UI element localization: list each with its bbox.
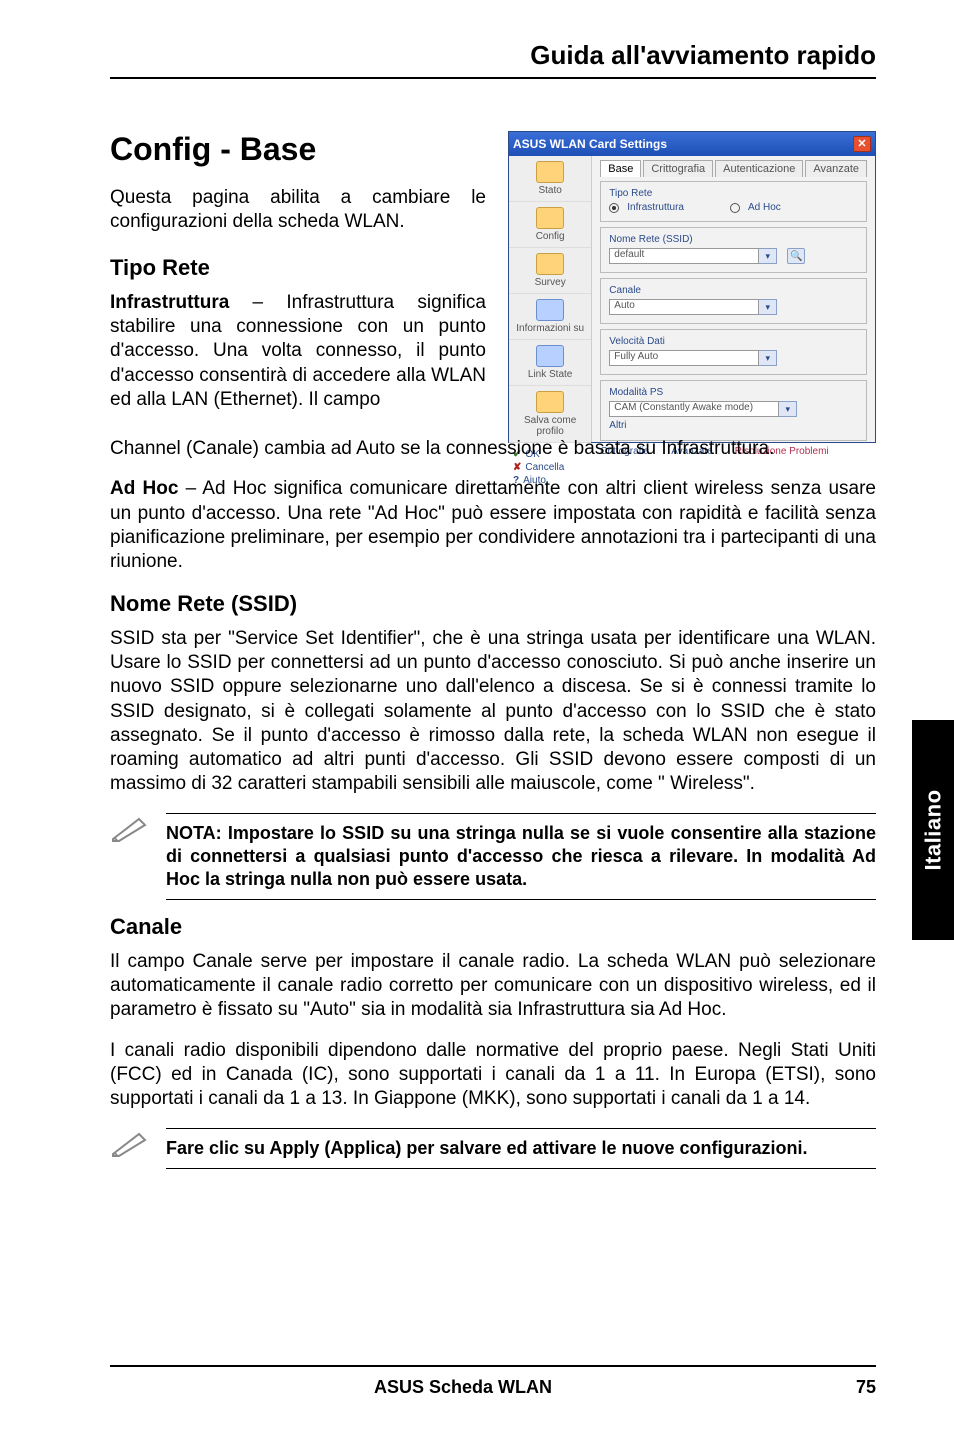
pencil-icon bbox=[110, 813, 152, 845]
note-apply: Fare clic su Apply (Applica) per salvare… bbox=[166, 1128, 876, 1169]
tab-crittografia[interactable]: Crittografia bbox=[643, 160, 713, 177]
footer-center: ASUS Scheda WLAN bbox=[374, 1377, 552, 1398]
pencil-icon bbox=[110, 1128, 152, 1160]
group-title: Modalità PS bbox=[609, 387, 858, 398]
close-icon[interactable]: ✕ bbox=[853, 136, 871, 152]
window-title: ASUS WLAN Card Settings bbox=[513, 137, 667, 151]
infrastruttura-cont: Channel (Canale) cambia ad Auto se la co… bbox=[110, 437, 876, 461]
adhoc-text: – Ad Hoc significa comunicare direttamen… bbox=[110, 478, 876, 572]
group-ps: Modalità PS CAM (Constantly Awake mode) … bbox=[600, 380, 867, 441]
window-mainpane: Base Crittografia Autenticazione Avanzat… bbox=[592, 156, 875, 442]
chevron-down-icon[interactable]: ▾ bbox=[759, 350, 777, 366]
tipo-rete-heading: Tipo Rete bbox=[110, 255, 486, 281]
ssid-input[interactable]: default bbox=[609, 248, 759, 264]
settings-window-screenshot: ASUS WLAN Card Settings ✕ Stato Config S… bbox=[508, 131, 876, 443]
group-velocita: Velocità Dati Fully Auto ▾ bbox=[600, 329, 867, 375]
group-title: Nome Rete (SSID) bbox=[609, 234, 858, 245]
canale-heading: Canale bbox=[110, 914, 876, 940]
language-tab: Italiano bbox=[912, 720, 954, 940]
language-label: Italiano bbox=[920, 789, 946, 870]
canale-select[interactable]: Auto bbox=[609, 299, 759, 315]
sidebar-item-label: Config bbox=[511, 231, 589, 242]
group-ssid: Nome Rete (SSID) default ▾ 🔍 bbox=[600, 227, 867, 273]
canale-p2: I canali radio disponibili dipendono dal… bbox=[110, 1039, 876, 1112]
velocita-select[interactable]: Fully Auto bbox=[609, 350, 759, 366]
radio-infrastruttura[interactable] bbox=[609, 203, 619, 213]
survey-button[interactable]: 🔍 bbox=[787, 248, 805, 264]
group-title: Canale bbox=[609, 285, 858, 296]
page-header: Guida all'avviamento rapido bbox=[110, 40, 876, 71]
infrastruttura-para-a: Infrastruttura – Infrastruttura signific… bbox=[110, 291, 486, 413]
sidebar-item-survey[interactable]: Survey bbox=[509, 248, 591, 294]
group-title: Velocità Dati bbox=[609, 336, 858, 347]
sidebar-item-label: Survey bbox=[511, 277, 589, 288]
chevron-down-icon[interactable]: ▾ bbox=[759, 248, 777, 264]
x-icon: ✘ bbox=[513, 462, 521, 473]
group-title: Tipo Rete bbox=[609, 188, 858, 199]
sidebar-item-config[interactable]: Config bbox=[509, 202, 591, 248]
tab-avanzate[interactable]: Avanzate bbox=[805, 160, 867, 177]
ps-select[interactable]: CAM (Constantly Awake mode) bbox=[609, 401, 779, 417]
chevron-down-icon[interactable]: ▾ bbox=[779, 401, 797, 417]
sidebar-item-label: Link State bbox=[511, 369, 589, 380]
note-ssid: NOTA: Impostare lo SSID su una stringa n… bbox=[166, 813, 876, 900]
group-canale: Canale Auto ▾ bbox=[600, 278, 867, 324]
chevron-down-icon[interactable]: ▾ bbox=[759, 299, 777, 315]
window-sidebar: Stato Config Survey Informazioni su Link… bbox=[509, 156, 592, 442]
group-title: Altri bbox=[609, 420, 858, 431]
page-title: Config - Base bbox=[110, 131, 486, 168]
intro-text: Questa pagina abilita a cambiare le conf… bbox=[110, 186, 486, 235]
page-number: 75 bbox=[816, 1377, 876, 1398]
radio-label: Infrastruttura bbox=[627, 202, 684, 213]
sidebar-item-linkstate[interactable]: Link State bbox=[509, 340, 591, 386]
cancel-button[interactable]: ✘Cancella bbox=[513, 462, 587, 473]
window-titlebar: ASUS WLAN Card Settings ✕ bbox=[509, 132, 875, 156]
footer-rule bbox=[110, 1365, 876, 1367]
radio-adhoc[interactable] bbox=[730, 203, 740, 213]
canale-p1: Il campo Canale serve per impostare il c… bbox=[110, 950, 876, 1023]
tab-autenticazione[interactable]: Autenticazione bbox=[715, 160, 803, 177]
adhoc-label: Ad Hoc bbox=[110, 478, 178, 499]
sidebar-item-info[interactable]: Informazioni su bbox=[509, 294, 591, 340]
ssid-text: SSID sta per "Service Set Identifier", c… bbox=[110, 627, 876, 797]
header-rule bbox=[110, 77, 876, 79]
adhoc-para: Ad Hoc – Ad Hoc significa comunicare dir… bbox=[110, 477, 876, 574]
infrastruttura-label: Infrastruttura bbox=[110, 292, 229, 313]
radio-label: Ad Hoc bbox=[748, 202, 781, 213]
sidebar-item-label: Stato bbox=[511, 185, 589, 196]
group-tipo-rete: Tipo Rete Infrastruttura Ad Hoc bbox=[600, 181, 867, 222]
sidebar-item-label: Informazioni su bbox=[511, 323, 589, 334]
sidebar-item-stato[interactable]: Stato bbox=[509, 156, 591, 202]
tab-base[interactable]: Base bbox=[600, 160, 641, 177]
ssid-heading: Nome Rete (SSID) bbox=[110, 591, 876, 617]
sidebar-item-label: Salva come profilo bbox=[511, 415, 589, 437]
sidebar-item-saveprofile[interactable]: Salva come profilo bbox=[509, 386, 591, 443]
